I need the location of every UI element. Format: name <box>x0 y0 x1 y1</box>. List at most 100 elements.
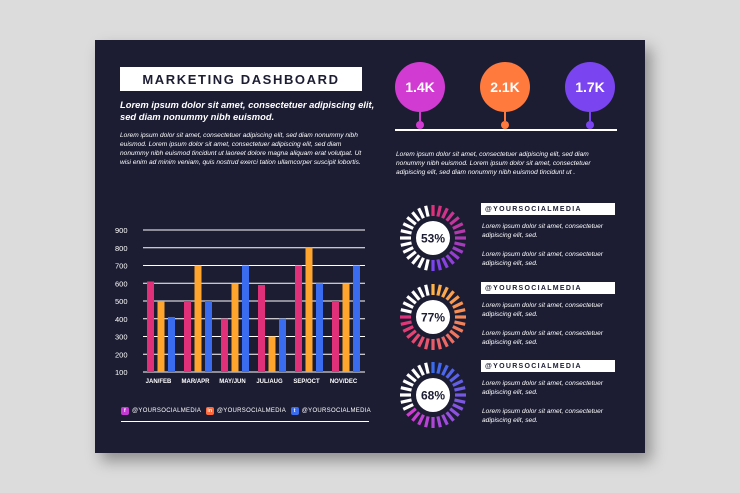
y-tick-label: 700 <box>115 262 128 271</box>
ring-segment <box>436 259 442 271</box>
bar <box>194 265 202 372</box>
twitter-icon: t <box>290 407 299 415</box>
ring-segment <box>406 407 417 417</box>
ring-segment <box>449 373 460 383</box>
progress-ring-1: 53% <box>400 205 466 271</box>
stat-text-1a: Lorem ipsum dolor sit amet, consectetuer… <box>482 223 603 239</box>
ring-segment <box>402 222 414 230</box>
ring-segment <box>445 254 455 265</box>
bar <box>332 301 339 372</box>
ring-segment <box>402 246 414 254</box>
stat-handle-1: @YOURSOCIALMEDIA <box>481 203 615 215</box>
pin-dot-3 <box>586 121 594 129</box>
ring-segment <box>411 411 421 422</box>
ring-segment <box>411 254 421 265</box>
ring-segment <box>452 379 464 387</box>
ring-segment <box>417 364 425 376</box>
stat-handle-2: @YOURSOCIALMEDIA <box>481 282 615 294</box>
stat-text-2b: Lorem ipsum dolor sit amet, consectetuer… <box>482 330 603 346</box>
ring-segment <box>454 229 466 235</box>
y-tick-label: 100 <box>115 368 128 377</box>
progress-ring-3: 68% <box>400 362 466 428</box>
pin-head-3: 1.7K <box>565 62 615 112</box>
y-tick-label: 300 <box>115 333 128 342</box>
ring-segment <box>402 379 414 387</box>
bar <box>305 247 313 372</box>
ring-segment <box>424 362 430 374</box>
pin-dot-2 <box>501 121 509 129</box>
ring-segment <box>449 216 460 226</box>
ring-segment <box>452 325 464 333</box>
ring-segment <box>424 284 430 296</box>
ring-segment <box>402 403 414 411</box>
pin-head-2: 2.1K <box>480 62 530 112</box>
ring-segment <box>417 257 425 269</box>
ring-segment <box>452 301 464 309</box>
ring-segment <box>411 211 421 222</box>
pin-tail-3 <box>589 112 591 121</box>
bar <box>168 316 175 372</box>
ring-segment <box>445 211 455 222</box>
y-tick-label: 500 <box>115 297 128 306</box>
x-tick-label: MAR/APR <box>182 379 211 385</box>
ring-segment <box>454 320 466 326</box>
footer-item-instagram[interactable]: in @YOURSOCIALMEDIA <box>205 407 286 415</box>
ring-segment <box>441 207 449 219</box>
bar <box>353 265 360 372</box>
pins-paragraph: Lorem ipsum dolor sit amet, consectetuer… <box>396 151 591 176</box>
stat-block-3: 68% @YOURSOCIALMEDIA Lorem ipsum dolor s… <box>398 360 620 435</box>
ring-segment <box>417 414 425 426</box>
ring-segment <box>452 222 464 230</box>
ring-segment <box>452 246 464 254</box>
ring-center <box>416 221 450 255</box>
bar <box>184 301 191 372</box>
ring-segment <box>449 250 460 260</box>
ring-segment <box>449 329 460 339</box>
ring-segment <box>445 290 455 301</box>
ring-segment <box>400 398 412 404</box>
ring-segment <box>424 205 430 217</box>
x-tick-label: MAY/JUN <box>219 379 245 385</box>
y-tick-label: 900 <box>115 226 128 235</box>
ring-segment <box>454 398 466 404</box>
bar-chart: 100 200 300 400 500 600 700 800 900 JAN/FEB MAR/AP… <box>115 226 365 385</box>
ring-percent-label: 68% <box>421 389 445 403</box>
ring-segment <box>454 241 466 247</box>
ring-segment <box>424 338 430 350</box>
ring-center <box>416 378 450 412</box>
ring-segment <box>449 407 460 417</box>
pin-metric-3: 1.7K <box>565 62 615 129</box>
ring-percent-label: 53% <box>421 232 445 246</box>
footer-divider <box>121 421 369 422</box>
pin-tail-1 <box>419 112 421 121</box>
ring-segment <box>445 368 455 379</box>
pin-timeline <box>395 129 617 131</box>
ring-segment <box>402 301 414 309</box>
ring-segment <box>436 284 442 296</box>
bar <box>279 318 286 372</box>
ring-segment <box>436 362 442 374</box>
ring-segment <box>424 416 430 428</box>
progress-ring-2: 77% <box>400 284 466 350</box>
x-tick-label: JUL/AUG <box>256 379 283 385</box>
ring-segment <box>411 290 421 301</box>
ring-segment <box>441 286 449 298</box>
ring-segment <box>411 368 421 379</box>
bar <box>242 265 249 372</box>
bar <box>157 301 165 372</box>
pin-head-1: 1.4K <box>395 62 445 112</box>
ring-segment <box>406 216 417 226</box>
ring-segment <box>400 308 412 314</box>
ring-segment <box>441 364 449 376</box>
ring-segment <box>400 229 412 235</box>
ring-segment <box>402 325 414 333</box>
ring-segment <box>441 257 449 269</box>
footer-item-facebook[interactable]: f @YOURSOCIALMEDIA <box>121 407 201 415</box>
stat-text-1b: Lorem ipsum dolor sit amet, consectetuer… <box>482 251 603 267</box>
ring-segment <box>417 207 425 219</box>
ring-segment <box>400 386 412 392</box>
x-tick-label: SEP/OCT <box>293 379 320 385</box>
ring-segment <box>411 333 421 344</box>
footer-item-twitter[interactable]: t @YOURSOCIALMEDIA <box>290 407 371 415</box>
ring-center <box>416 300 450 334</box>
